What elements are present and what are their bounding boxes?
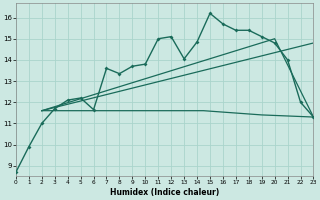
X-axis label: Humidex (Indice chaleur): Humidex (Indice chaleur) — [110, 188, 219, 197]
